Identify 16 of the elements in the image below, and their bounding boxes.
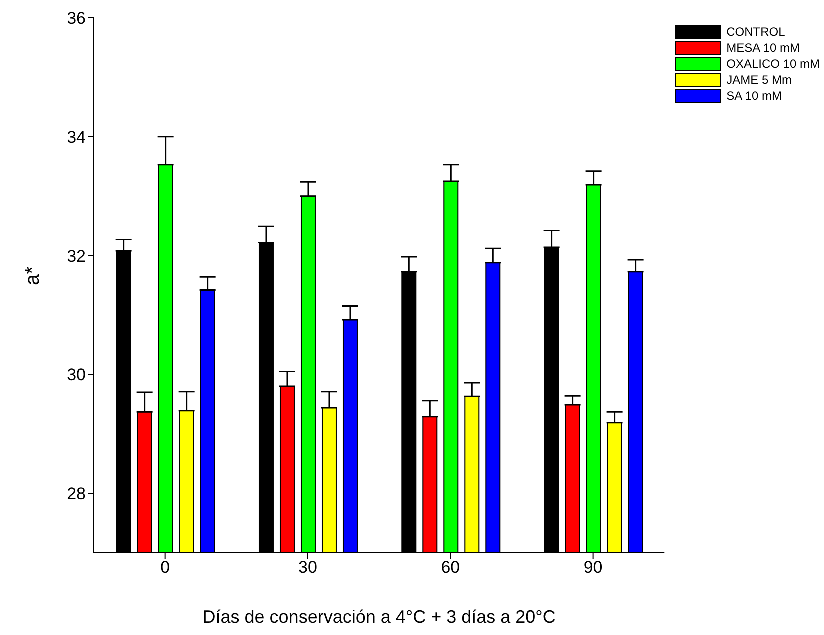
y-tick-label: 34	[67, 128, 86, 147]
y-tick-label: 28	[67, 484, 86, 504]
legend-label: CONTROL	[726, 25, 786, 39]
legend-label: SA 10 mM	[726, 89, 782, 103]
legend-label: MESA 10 mM	[726, 41, 800, 55]
y-tick-label: 36	[67, 9, 86, 28]
y-tick-label: 30	[67, 366, 86, 385]
x-tick-label: 60	[441, 558, 460, 578]
x-axis-title: Días de conservación a 4°C + 3 días a 20°C	[202, 607, 556, 627]
x-tick-label: 30	[298, 558, 318, 578]
x-tick-label: 90	[584, 558, 603, 578]
y-tick-label: 32	[67, 246, 86, 266]
legend-label: JAME 5 Mm	[726, 73, 792, 87]
y-axis-title: a*	[22, 266, 44, 286]
legend-label: OXALICO 10 mM	[726, 57, 820, 71]
x-tick-label: 0	[160, 558, 170, 578]
